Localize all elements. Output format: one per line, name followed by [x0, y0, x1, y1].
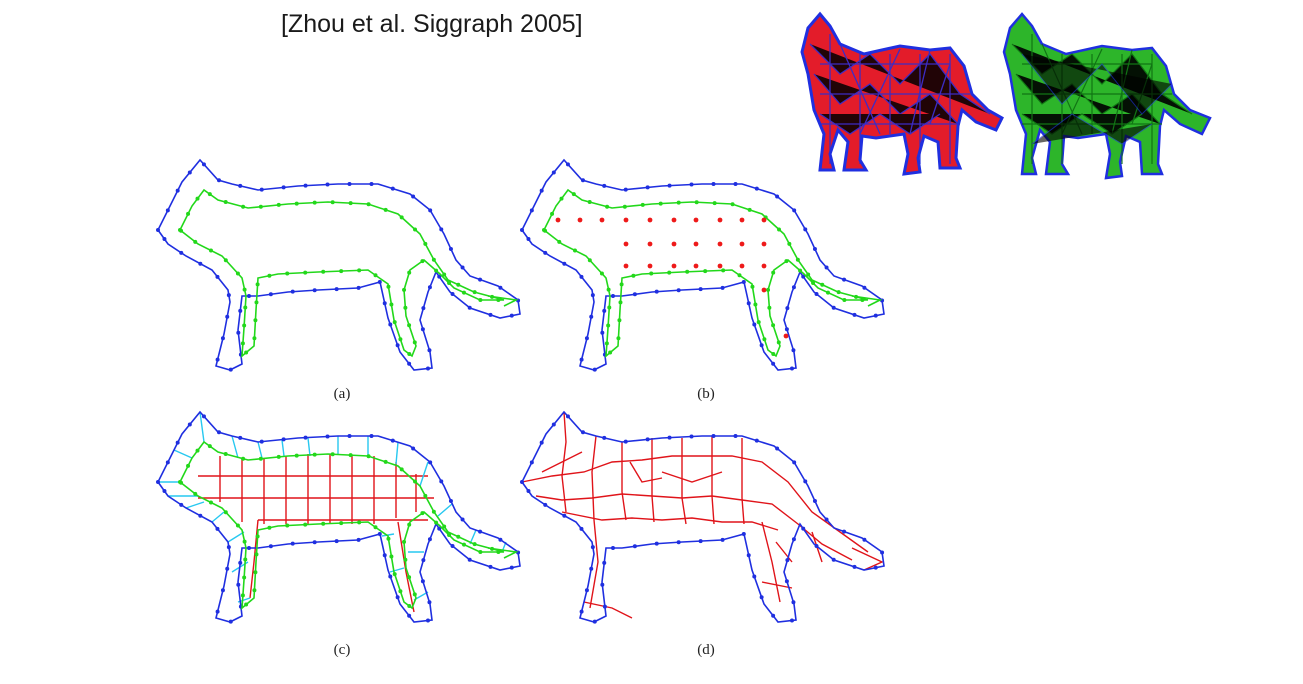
caption-d: (d) — [697, 642, 715, 658]
panel-a — [156, 158, 522, 372]
cat-3d-red-blue-mesh — [800, 11, 1004, 176]
citation-text: [Zhou et al. Siggraph 2005] — [281, 10, 583, 38]
caption-a: (a) — [333, 386, 351, 402]
caption-c: (c) — [333, 642, 351, 658]
panel-b — [520, 158, 886, 372]
panel-c — [156, 410, 522, 624]
panel-d — [520, 410, 886, 624]
cat-3d-green-mesh — [1002, 12, 1212, 180]
caption-b: (b) — [697, 386, 715, 402]
